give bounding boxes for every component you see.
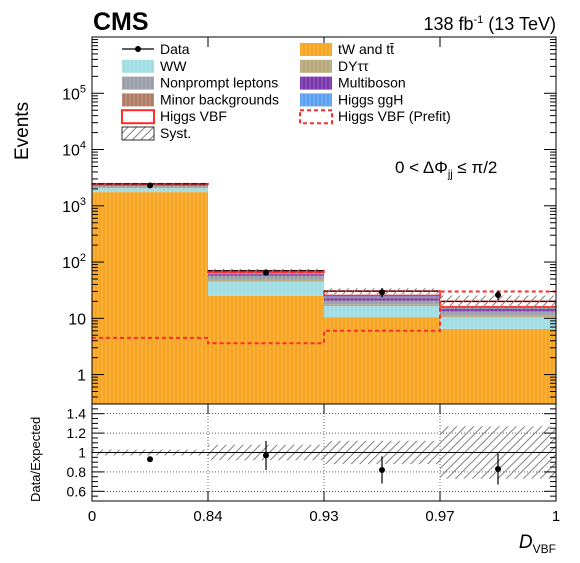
x-axis-title-main: D <box>518 532 533 553</box>
legend-swatch <box>121 109 155 125</box>
y-tick-exponent: 4 <box>80 140 86 152</box>
y-tick-label: 102 <box>62 252 86 272</box>
syst-band <box>440 295 556 310</box>
legend-data-marker <box>135 46 141 52</box>
x-axis-title: DVBF <box>519 532 556 556</box>
y-tick-label: 105 <box>62 83 86 103</box>
legend-item: Higgs VBF (Prefit) <box>299 108 451 125</box>
x-tick-label: 0.84 <box>193 508 222 525</box>
legend-swatch-texture <box>300 93 332 107</box>
y-tick-label: 1 <box>77 368 86 385</box>
legend-label: WW <box>160 58 187 74</box>
ratio-tick-label: 0.6 <box>67 483 87 499</box>
x-axis-title-sub: VBF <box>532 541 556 556</box>
axes-layer: 1 10 102 103 104 105 0.6 0.8 1 1.2 1.4 0 0.84 0.93 0.9… <box>62 36 560 525</box>
legend-item: Nonprompt leptons <box>122 75 278 91</box>
bar-segment-texture <box>92 188 208 193</box>
legend-swatch-texture <box>122 59 154 73</box>
bar-segment-texture <box>92 192 208 404</box>
bar-segment-texture <box>208 279 324 282</box>
bar-segment-texture <box>324 300 440 305</box>
lumi-energy: (13 TeV) <box>483 14 556 34</box>
y-tick-label: 10 <box>68 311 86 328</box>
legend: Data tW and tt̄ WW DYττ Nonprompt leptons Mul… <box>121 41 451 141</box>
bar-segment-texture <box>324 304 440 307</box>
ratio-point <box>263 452 269 459</box>
region-text-pre: 0 < ΔΦ <box>395 158 448 177</box>
bar-segment-texture <box>440 311 556 316</box>
bar-segment-texture <box>208 275 324 280</box>
ratio-panel <box>92 404 556 501</box>
bar-segment-texture <box>324 297 440 299</box>
bar-segment-texture <box>440 317 556 329</box>
region-text-sub: jj <box>447 168 453 181</box>
bar-segment-texture <box>440 309 556 312</box>
legend-swatch-texture <box>122 76 154 90</box>
legend-item: tW and tt̄ <box>300 41 394 57</box>
legend-swatch-texture <box>300 43 332 56</box>
legend-label: Higgs VBF <box>160 108 227 124</box>
experiment-label: CMS <box>93 8 149 36</box>
legend-label: Syst. <box>160 125 191 141</box>
lumi-exponent: -1 <box>473 14 484 26</box>
bar-segment-texture <box>324 298 440 301</box>
x-tick-label: 1 <box>552 508 560 525</box>
ratio-point <box>147 456 153 463</box>
bar-segment-texture <box>208 295 324 404</box>
ratio-tick-label: 1.4 <box>67 406 87 422</box>
legend-item: Minor backgrounds <box>122 91 279 107</box>
legend-item: Data <box>122 41 190 57</box>
ratio-tick-label: 1 <box>78 445 86 461</box>
ratio-group <box>92 404 556 501</box>
x-tick-label: 0.97 <box>425 508 454 525</box>
data-point <box>379 289 385 296</box>
legend-swatch <box>121 126 155 141</box>
legend-label: Higgs VBF (Prefit) <box>338 108 451 124</box>
x-tick-label: 0 <box>88 508 96 525</box>
legend-label: Minor backgrounds <box>160 91 279 107</box>
data-point <box>147 182 153 189</box>
legend-label: Data <box>160 41 190 57</box>
y-tick-exponent: 3 <box>80 196 86 208</box>
data-point <box>495 291 501 298</box>
luminosity-label: 138 fb-1 (13 TeV) <box>423 14 556 35</box>
legend-label: tW and tt̄ <box>338 41 394 57</box>
y-tick-exponent: 5 <box>80 83 86 95</box>
lumi-value: 138 fb <box>423 14 474 34</box>
legend-swatch-texture <box>300 76 332 90</box>
ratio-point <box>379 466 385 473</box>
legend-swatch <box>299 109 333 125</box>
x-tick-label: 0.93 <box>309 508 338 525</box>
legend-item: Higgs ggH <box>300 91 403 107</box>
legend-swatch-texture <box>122 93 154 107</box>
bar-segment-texture <box>324 306 440 318</box>
legend-label: DYττ <box>338 58 369 74</box>
legend-item: Higgs VBF <box>121 108 227 125</box>
ratio-point <box>495 465 501 472</box>
bar-segment-texture <box>208 281 324 296</box>
legend-label: Higgs ggH <box>338 91 403 107</box>
legend-label: Nonprompt leptons <box>160 75 278 91</box>
legend-label: Multiboson <box>338 75 406 91</box>
ratio-tick-label: 1.2 <box>67 425 87 441</box>
bar-segment-texture <box>440 328 556 404</box>
y-tick-exponent: 2 <box>80 252 86 264</box>
y-tick-label: 103 <box>62 196 86 216</box>
region-annotation: 0 < ΔΦjj ≤ π/2 <box>395 158 497 180</box>
region-text-post: ≤ π/2 <box>452 158 498 177</box>
main-panel <box>92 182 556 404</box>
legend-item: Syst. <box>121 125 191 141</box>
data-point <box>263 269 269 276</box>
stack-group <box>92 182 556 404</box>
ratio-tick-label: 0.8 <box>67 464 87 480</box>
legend-swatch-texture <box>300 59 332 73</box>
prefit-vbf-line <box>92 290 556 345</box>
legend-item: WW <box>122 58 187 74</box>
y-tick-label: 104 <box>62 140 86 160</box>
legend-item: DYττ <box>300 58 369 74</box>
legend-item: Multiboson <box>300 75 406 91</box>
bar-segment-texture <box>440 315 556 318</box>
